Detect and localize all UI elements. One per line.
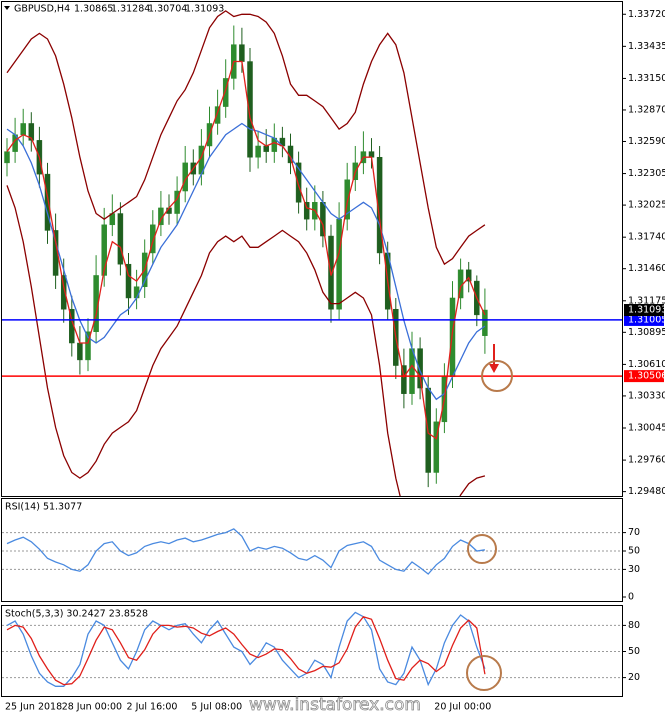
header-value: 1.31284 [111, 4, 150, 15]
y-tick-label: 70 [628, 527, 640, 538]
candle-body [368, 151, 375, 158]
candle-body [44, 173, 51, 231]
candle-body [303, 202, 310, 220]
level-label: 1.31005 [628, 314, 665, 325]
candle-body [20, 123, 26, 135]
y-tick-label: 1.30330 [628, 390, 665, 401]
candle-body [255, 145, 261, 158]
main-panel [1, 1, 623, 497]
level-label-box [624, 313, 664, 326]
y-tick-label: 1.29760 [628, 455, 665, 466]
axes: 1.33720 1.33435 1.33150 1.32870 1.32590 1.323… [5, 9, 665, 713]
line [6, 10, 486, 266]
y-tick-label: 0 [628, 592, 634, 603]
price-label: 1.31093 [628, 305, 665, 316]
candle-body [417, 348, 423, 389]
candle-body [465, 269, 472, 282]
rsi-panel [1, 498, 623, 602]
candle-body [77, 342, 83, 361]
y-tick-label: 1.31460 [628, 263, 665, 274]
x-tick-label: 5 Jul 08:00 [191, 702, 242, 713]
y-tick-label: 1.32305 [628, 168, 665, 179]
candle-body [401, 365, 407, 394]
x-tick-label: 2 Jul 16:00 [127, 702, 178, 713]
candle-body [125, 263, 132, 299]
candle-body [222, 78, 229, 107]
candle-body [4, 151, 10, 164]
price-label-box [624, 304, 664, 317]
candle-body [482, 309, 488, 336]
y-tick-label: 20 [628, 672, 640, 683]
level-label: 1.30506 [628, 371, 665, 382]
y-tick-label: 1.33720 [628, 9, 665, 20]
x-tick-label: 20 Jul 00:00 [434, 702, 491, 713]
y-tick-label: 1.32025 [628, 200, 665, 211]
y-tick-label: 30 [628, 564, 640, 575]
candle-body [150, 224, 156, 254]
y-tick-label: 1.32870 [628, 104, 665, 115]
highlight-circle [481, 360, 513, 392]
candle-body [117, 213, 124, 265]
candle-body [101, 224, 107, 276]
y-tick-label: 1.31175 [628, 295, 665, 306]
candle-body [433, 421, 440, 473]
y-tick-label: 1.30045 [628, 423, 665, 434]
symbol-icon [4, 6, 10, 10]
line [6, 60, 486, 440]
y-tick-label: 50 [628, 546, 640, 557]
candle-body [320, 202, 326, 237]
y-tick-label: 80 [628, 620, 640, 631]
main-plot [2, 10, 622, 496]
line [6, 611, 486, 687]
header-value: 1.31093 [185, 4, 224, 15]
y-tick-label: 1.29480 [628, 486, 665, 497]
y-tick-label: 1.33150 [628, 73, 665, 84]
candle-body [376, 156, 383, 254]
candle-body [28, 123, 35, 141]
candle-body [85, 331, 91, 361]
y-tick-label: 1.33435 [628, 41, 665, 52]
highlight-circle [467, 534, 497, 564]
x-tick-label: 25 Jun 2018 [5, 702, 62, 713]
candle-body [295, 162, 302, 203]
line [6, 528, 485, 575]
y-tick-label: 1.30895 [628, 327, 665, 338]
line [6, 185, 486, 496]
level-label-box [624, 370, 664, 383]
y-tick-label: 1.31740 [628, 232, 665, 243]
rsi-plot [2, 528, 622, 575]
y-tick-label: 1.30610 [628, 359, 665, 370]
candle-body [133, 286, 140, 299]
candle-body [60, 275, 67, 310]
line [6, 615, 486, 686]
header-value: 1.30704 [148, 4, 187, 15]
arrow-head [489, 364, 499, 373]
chart-title: GBPUSD,H4 [14, 4, 70, 15]
candle-body [247, 61, 253, 158]
x-tick-label: 28 Jun 00:00 [62, 702, 122, 713]
line [6, 122, 486, 401]
candle-body [214, 106, 221, 124]
header-value: 1.30865 [74, 4, 113, 15]
y-tick-label: 50 [628, 646, 640, 657]
stoch-plot [2, 611, 622, 687]
rsi-title: RSI(14) 51.3077 [5, 502, 82, 513]
candle-body [263, 145, 269, 152]
candle-body [336, 218, 342, 310]
stoch-title: Stoch(5,3,3) 30.2427 23.8528 [5, 609, 148, 620]
watermark: www.instaforex.com [249, 695, 421, 715]
highlight-circle [466, 655, 502, 691]
y-tick-label: 1.32590 [628, 136, 665, 147]
candle-body [449, 297, 456, 378]
candle-body [239, 44, 245, 62]
candle-body [344, 179, 350, 220]
